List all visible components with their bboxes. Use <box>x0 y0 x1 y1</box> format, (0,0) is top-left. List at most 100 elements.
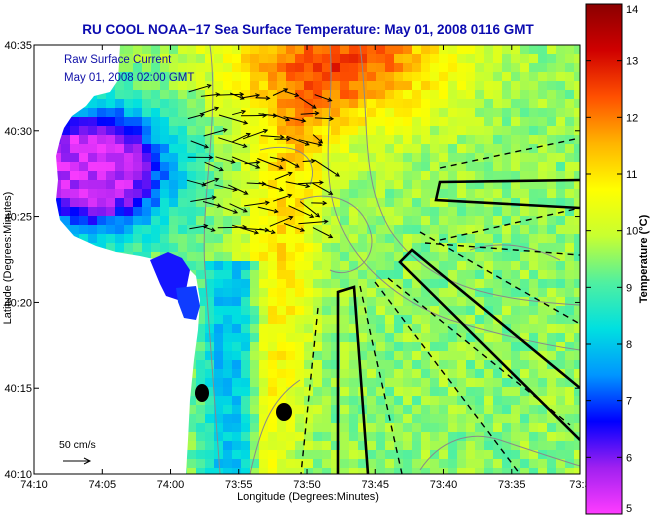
sst-cell <box>196 216 205 225</box>
sst-cell <box>556 423 565 432</box>
sst-cell <box>223 171 232 180</box>
sst-cell <box>556 315 565 324</box>
sst-cell <box>322 162 331 171</box>
current-vector <box>272 88 288 96</box>
sst-cell <box>196 135 205 144</box>
sst-cell <box>529 252 538 261</box>
sst-cell <box>466 333 475 342</box>
sst-cell <box>439 414 448 423</box>
sst-cell <box>394 198 403 207</box>
sst-cell <box>520 45 529 54</box>
sst-cell <box>574 261 580 270</box>
sst-cell <box>295 207 304 216</box>
sst-cell <box>304 126 313 135</box>
sst-cell <box>331 90 340 99</box>
sst-cell <box>556 216 565 225</box>
sst-cell <box>196 423 205 432</box>
sst-cell <box>187 423 196 432</box>
sst-cell <box>430 243 439 252</box>
sst-cell <box>493 360 502 369</box>
sst-cell <box>214 369 223 378</box>
sst-cell <box>376 234 385 243</box>
sst-cell <box>448 234 457 243</box>
sst-cell <box>520 144 529 153</box>
sst-cell <box>565 63 574 72</box>
sst-cell <box>430 225 439 234</box>
sst-cell <box>61 198 70 207</box>
current-vector-head <box>314 110 320 116</box>
sst-cell <box>124 243 133 252</box>
sst-cell <box>448 45 457 54</box>
sst-cell <box>412 396 421 405</box>
sst-cell <box>277 378 286 387</box>
sst-cell <box>403 288 412 297</box>
sst-cell <box>529 261 538 270</box>
sst-cell <box>196 54 205 63</box>
sst-cell <box>358 315 367 324</box>
current-vector-head <box>210 227 216 232</box>
sst-cell <box>241 414 250 423</box>
sst-cell <box>430 126 439 135</box>
sst-cell <box>160 99 169 108</box>
sst-cell <box>268 468 277 474</box>
sst-cell <box>394 459 403 468</box>
sst-cell <box>403 90 412 99</box>
sst-cell <box>466 351 475 360</box>
sst-cell <box>322 144 331 153</box>
sst-cell <box>367 189 376 198</box>
sst-cell <box>322 81 331 90</box>
sst-cell <box>223 117 232 126</box>
sst-cell <box>457 261 466 270</box>
sst-cell <box>376 198 385 207</box>
sst-cell <box>448 153 457 162</box>
sst-cell <box>538 468 547 474</box>
sst-cell <box>565 243 574 252</box>
sst-cell <box>187 63 196 72</box>
sst-cell <box>223 342 232 351</box>
sst-cell <box>529 144 538 153</box>
sst-cell <box>394 378 403 387</box>
sst-cell <box>223 378 232 387</box>
sst-cell <box>97 144 106 153</box>
sst-cell <box>268 90 277 99</box>
current-vector-head <box>255 93 261 98</box>
sst-cell <box>529 315 538 324</box>
sst-cell <box>457 351 466 360</box>
sst-cell <box>232 261 241 270</box>
sst-cell <box>457 396 466 405</box>
sst-cell <box>394 297 403 306</box>
sst-cell <box>241 369 250 378</box>
sst-cell <box>511 54 520 63</box>
sst-cell <box>439 117 448 126</box>
sst-cell <box>394 261 403 270</box>
sst-cell <box>313 261 322 270</box>
sst-cell <box>133 135 142 144</box>
sst-cell <box>421 441 430 450</box>
sst-cell <box>511 198 520 207</box>
current-vector-head <box>304 141 310 146</box>
sst-cell <box>268 225 277 234</box>
bathymetry-contour <box>359 45 580 306</box>
sst-cell <box>511 108 520 117</box>
sst-cell <box>538 72 547 81</box>
sst-cell <box>250 243 259 252</box>
sst-cell <box>223 126 232 135</box>
sst-cell <box>484 360 493 369</box>
sst-cell <box>205 54 214 63</box>
sst-cell <box>304 189 313 198</box>
sst-cell <box>214 423 223 432</box>
sst-cell <box>466 207 475 216</box>
sst-cell <box>421 459 430 468</box>
sst-cell <box>511 468 520 474</box>
sst-cell <box>403 387 412 396</box>
sst-cell <box>511 432 520 441</box>
sst-cell <box>421 180 430 189</box>
sst-cell <box>115 54 124 63</box>
sst-cell <box>250 405 259 414</box>
sst-cell <box>538 90 547 99</box>
sst-cell <box>358 198 367 207</box>
sst-cell <box>457 315 466 324</box>
sst-cell <box>439 189 448 198</box>
current-vector <box>232 110 246 116</box>
